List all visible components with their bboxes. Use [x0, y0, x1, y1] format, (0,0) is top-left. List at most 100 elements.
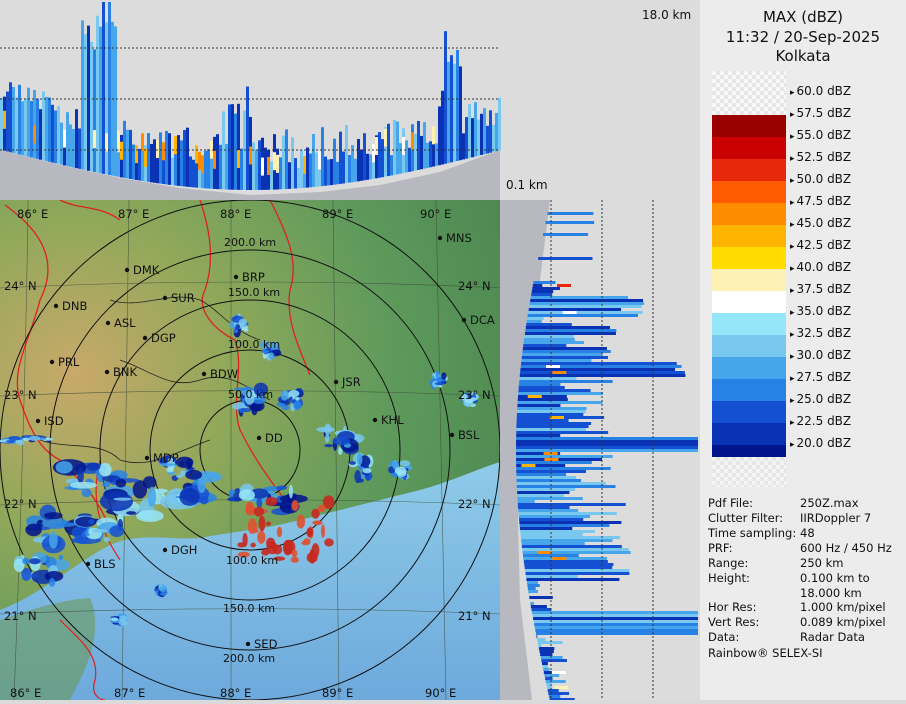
echo-cell — [289, 485, 293, 499]
product-title: MAX (dBZ) — [700, 8, 906, 26]
echo-cell — [109, 525, 124, 537]
profile-bar — [518, 509, 578, 512]
profile-bar — [18, 85, 21, 155]
echo-cell — [185, 470, 202, 480]
profile-bar — [536, 635, 537, 638]
legend-label: 25.0 dBZ — [790, 392, 851, 406]
legend-swatch — [712, 313, 786, 335]
profile-bar — [528, 311, 643, 314]
profile-bar — [327, 159, 330, 185]
city-dot — [257, 436, 261, 440]
profile-bar — [516, 476, 576, 479]
profile-bar — [517, 419, 569, 422]
profile-bar — [66, 112, 69, 166]
echo-cell — [176, 474, 183, 478]
profile-bar — [255, 150, 258, 190]
echo-cell — [266, 522, 271, 526]
profile-bar — [6, 92, 9, 152]
echo-cell — [49, 532, 58, 549]
lon-label: 88° E — [220, 686, 251, 700]
metadata-row: Hor Res:1.000 km/pixel — [708, 600, 900, 615]
profile-bar — [526, 326, 610, 329]
echo-cell — [111, 617, 118, 621]
profile-bar — [204, 151, 207, 188]
profile-bar — [276, 155, 279, 173]
lat-label: 23° N — [4, 388, 37, 402]
profile-bar — [527, 581, 538, 584]
city-dot — [50, 360, 54, 364]
profile-bar — [538, 641, 563, 644]
profile-bar — [228, 104, 231, 189]
profile-bar — [375, 137, 378, 155]
profile-bar — [123, 121, 126, 178]
echo-cell — [269, 352, 274, 359]
profile-bar — [102, 2, 105, 174]
profile-bar — [519, 380, 612, 383]
echo-cell — [88, 519, 94, 524]
city-dot — [202, 372, 206, 376]
echo-cell — [283, 540, 292, 556]
echo-cell — [6, 440, 16, 443]
profile-bar — [39, 109, 42, 160]
profile-bar — [195, 145, 198, 163]
profile-bar — [516, 467, 610, 470]
legend-label: 20.0 dBZ — [790, 436, 851, 450]
metadata-key: Vert Res: — [708, 615, 800, 630]
profile-bar — [90, 42, 93, 172]
profile-bar — [519, 386, 565, 389]
profile-bar — [522, 350, 610, 353]
profile-bar — [435, 144, 438, 166]
profile-bar — [282, 136, 285, 190]
profile-bar — [525, 566, 613, 569]
profile-bar — [518, 389, 590, 392]
profile-bar — [339, 132, 342, 184]
echo-cell — [113, 498, 132, 501]
profile-bar — [530, 602, 534, 605]
profile-bar — [288, 162, 291, 189]
metadata-value: 0.089 km/pixel — [800, 615, 900, 630]
profile-bar — [528, 395, 542, 398]
profile-bar — [33, 90, 36, 158]
profile-bar — [521, 536, 620, 539]
profile-bar — [529, 305, 641, 308]
legend-nodata-swatch — [712, 457, 786, 487]
profile-bar — [518, 392, 603, 395]
profile-bar — [529, 308, 621, 311]
legend-swatch — [712, 423, 786, 445]
city-label: PRL — [58, 355, 80, 369]
echo-cell — [291, 557, 299, 563]
profile-bar — [426, 143, 429, 168]
profile-bar — [300, 150, 303, 188]
profile-bar — [195, 161, 198, 188]
profile-bar — [147, 133, 150, 182]
legend-label: 42.5 dBZ — [790, 238, 851, 252]
profile-bar — [527, 317, 543, 320]
profile-bar — [69, 124, 72, 166]
profile-bar — [542, 662, 548, 665]
profile-bar — [471, 118, 474, 157]
profile-bar — [390, 155, 393, 175]
echo-cell — [238, 408, 252, 412]
echo-cell — [295, 397, 300, 401]
side-echo-bars — [516, 212, 698, 700]
profile-bar — [177, 135, 180, 186]
metadata-key: Pdf File: — [708, 496, 800, 511]
profile-bar — [516, 434, 560, 437]
range-label: 150.0 km — [223, 602, 275, 615]
legend-swatch — [712, 247, 786, 269]
echo-cell — [281, 390, 289, 400]
city-label: KHL — [381, 413, 404, 427]
profile-bar — [75, 109, 78, 168]
profile-bar — [483, 108, 486, 154]
profile-bar — [15, 97, 18, 153]
profile-bar — [93, 130, 96, 148]
legend-label: 45.0 dBZ — [790, 216, 851, 230]
echo-cell — [349, 461, 356, 465]
legend-swatch — [712, 181, 786, 203]
profile-bar — [48, 98, 51, 162]
echo-cell — [266, 497, 278, 506]
lon-label: 89° E — [322, 207, 353, 221]
profile-bar — [522, 545, 622, 548]
